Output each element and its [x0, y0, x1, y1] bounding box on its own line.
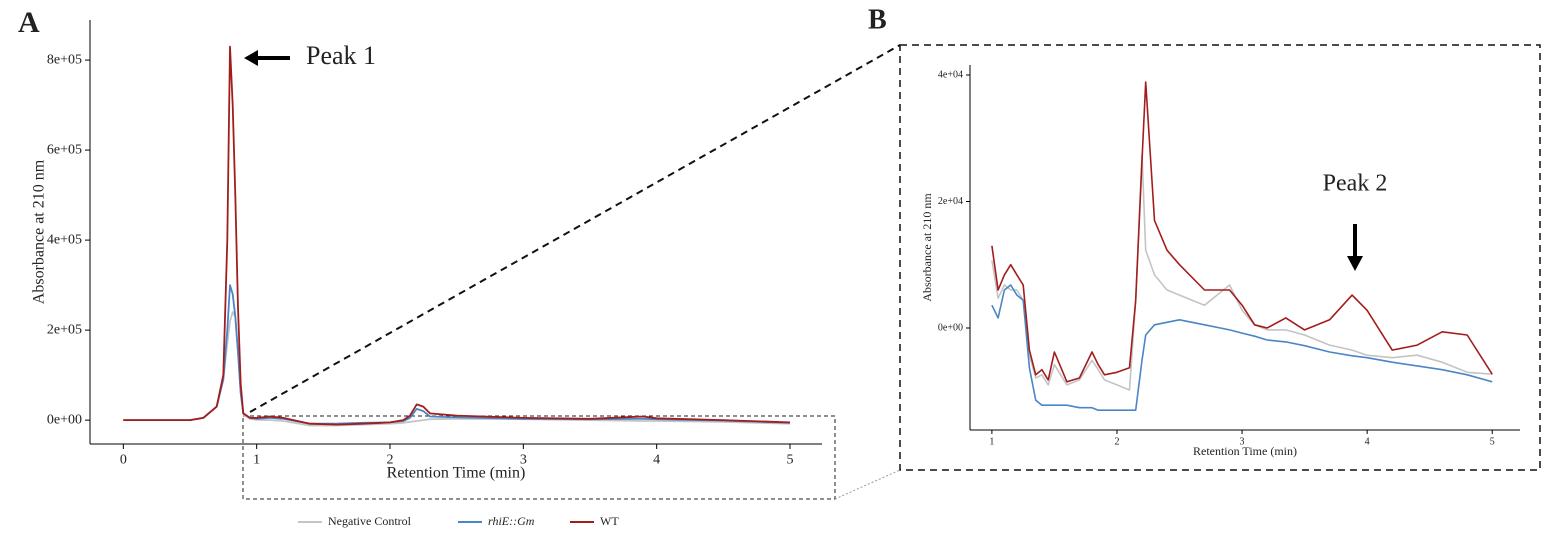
panel-label: A [18, 6, 40, 39]
y-tick-label: 6e+05 [47, 142, 82, 157]
x-tick-label: 1 [253, 452, 260, 467]
inset-box [899, 44, 1541, 471]
y-axis-label: Absorbance at 210 nm [920, 193, 934, 302]
y-tick-label: 2e+04 [938, 196, 963, 207]
x-axis-label: Retention Time (min) [1193, 444, 1297, 458]
peak-arrow-head [1347, 256, 1363, 271]
x-axis-label: Retention Time (min) [387, 465, 526, 482]
x-tick-label: 4 [1365, 436, 1370, 447]
legend-label: rhiE::Gm [488, 514, 535, 528]
y-tick-label: 4e+04 [938, 69, 963, 80]
x-tick-label: 5 [1490, 436, 1495, 447]
annotation: Peak 1 [306, 41, 376, 70]
x-tick-label: 3 [520, 452, 527, 467]
zoom-box [242, 415, 836, 500]
data-line [123, 45, 791, 426]
y-tick-label: 0e+00 [938, 322, 963, 333]
legend-label: WT [600, 514, 619, 528]
x-tick-label: 3 [1240, 436, 1245, 447]
x-tick-label: 1 [989, 436, 994, 447]
x-tick-label: 5 [787, 452, 794, 467]
data-line [991, 81, 1493, 383]
panel-label: B [868, 4, 887, 35]
annotation: Peak 2 [1323, 171, 1388, 197]
y-tick-label: 8e+05 [47, 52, 82, 67]
x-tick-label: 2 [387, 452, 394, 467]
zoom-connector [249, 44, 901, 413]
x-tick-label: 4 [653, 452, 660, 467]
y-axis-label: Absorbance at 210 nm [31, 159, 48, 304]
y-tick-label: 0e+00 [47, 412, 82, 427]
y-tick-label: 2e+05 [47, 322, 82, 337]
y-tick-label: 4e+05 [47, 232, 82, 247]
data-line [991, 284, 1493, 411]
x-tick-label: 2 [1114, 436, 1119, 447]
peak-arrow-head [244, 50, 258, 66]
zoom-connector [834, 469, 901, 500]
data-line [991, 153, 1493, 391]
x-tick-label: 0 [120, 452, 127, 467]
legend-label: Negative Control [328, 514, 412, 528]
